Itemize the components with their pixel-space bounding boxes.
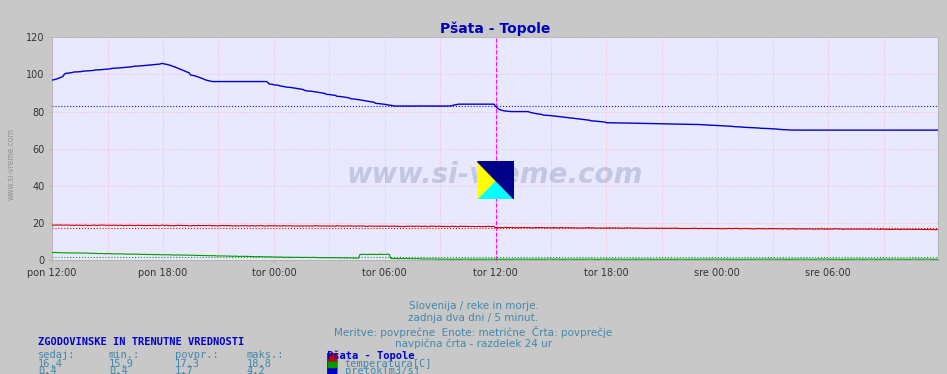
Text: 105: 105 [246,373,265,374]
Text: Pšata - Topole: Pšata - Topole [327,350,414,361]
Text: 0,4: 0,4 [109,366,128,374]
Text: 83: 83 [175,373,188,374]
Text: Meritve: povprečne  Enote: metrične  Črta: povprečje: Meritve: povprečne Enote: metrične Črta:… [334,326,613,338]
Text: 16,4: 16,4 [38,359,63,369]
Text: Slovenija / reke in morje.: Slovenija / reke in morje. [408,301,539,311]
Text: sedaj:: sedaj: [38,350,76,361]
Text: 4,2: 4,2 [246,366,265,374]
Text: 70: 70 [38,373,50,374]
Text: zadnja dva dni / 5 minut.: zadnja dva dni / 5 minut. [408,313,539,324]
Text: temperatura[C]: temperatura[C] [345,359,432,369]
Polygon shape [477,162,514,199]
Text: 70: 70 [109,373,121,374]
Text: www.si-vreme.com: www.si-vreme.com [7,129,16,200]
Text: pretok[m3/s]: pretok[m3/s] [345,366,420,374]
Title: Pšata - Topole: Pšata - Topole [439,22,550,36]
Text: 18,8: 18,8 [246,359,271,369]
Text: www.si-vreme.com: www.si-vreme.com [347,161,643,189]
Text: navpična črta - razdelek 24 ur: navpična črta - razdelek 24 ur [395,338,552,349]
Text: povpr.:: povpr.: [175,350,219,361]
Text: višina[cm]: višina[cm] [345,373,407,374]
Text: 17,3: 17,3 [175,359,200,369]
Text: 0,4: 0,4 [38,366,57,374]
Text: 15,9: 15,9 [109,359,134,369]
Text: ZGODOVINSKE IN TRENUTNE VREDNOSTI: ZGODOVINSKE IN TRENUTNE VREDNOSTI [38,337,244,347]
Polygon shape [477,162,514,199]
Text: min.:: min.: [109,350,140,361]
Text: maks.:: maks.: [246,350,284,361]
Polygon shape [477,162,514,199]
Text: 1,7: 1,7 [175,366,194,374]
